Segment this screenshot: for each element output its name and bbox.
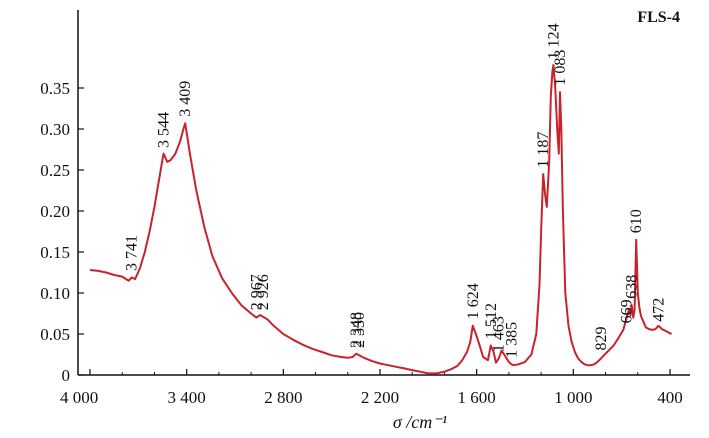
peak-label: 472 <box>650 298 667 322</box>
peak-label: 1 187 <box>535 132 552 168</box>
peak-label: 1 624 <box>465 283 482 319</box>
peak-label: 3 741 <box>124 235 141 271</box>
peak-label: 1 463 <box>491 316 508 352</box>
y-tick-label: 0 <box>62 366 71 385</box>
peak-label: 1 124 <box>545 23 562 59</box>
peak-label: 638 <box>624 275 641 299</box>
y-tick-label: 0.10 <box>40 284 70 303</box>
series-layer <box>89 64 673 375</box>
y-tick-label: 0.15 <box>40 243 70 262</box>
x-tick-label: 2 200 <box>361 388 399 407</box>
y-tick-label: 0.05 <box>40 325 70 344</box>
y-tick-label: 0.35 <box>40 79 70 98</box>
x-axis-title: σ /cm⁻¹ <box>393 412 447 432</box>
plot-frame <box>77 10 690 376</box>
peak-label: 2 967 <box>248 274 265 310</box>
peak-label: 2 348 <box>348 312 365 348</box>
peak-label: 2 926 <box>255 274 272 310</box>
y-tick-label: 0.30 <box>40 120 70 139</box>
peak-label: 3 544 <box>156 112 173 148</box>
x-tick-label: 4 000 <box>60 388 98 407</box>
y-axis-ticks: 0 0.05 0.10 0.15 0.20 0.25 0.30 0.35 <box>40 79 84 385</box>
peak-label: 1 512 <box>483 303 500 339</box>
x-tick-label: 1 600 <box>458 388 496 407</box>
peak-label: 669 <box>619 299 636 323</box>
peak-label: 1 385 <box>503 322 520 358</box>
x-tick-label: 2 800 <box>264 388 302 407</box>
y-tick-label: 0.25 <box>40 161 70 180</box>
x-axis-ticks: 4 000 3 400 2 800 2 200 1 600 1 000 400 <box>60 369 683 407</box>
spectrum-line <box>89 64 673 375</box>
peak-label: 2 330 <box>351 312 368 348</box>
peak-label: 3 409 <box>177 81 194 117</box>
x-tick-label: 3 400 <box>168 388 206 407</box>
peak-label: 829 <box>593 327 610 351</box>
x-tick-label: 1 000 <box>554 388 592 407</box>
peak-label: 610 <box>628 209 645 233</box>
peak-label: 1 083 <box>552 50 569 86</box>
y-tick-label: 0.20 <box>40 202 70 221</box>
sample-label: FLS-4 <box>637 9 680 26</box>
x-tick-label: 400 <box>657 388 683 407</box>
